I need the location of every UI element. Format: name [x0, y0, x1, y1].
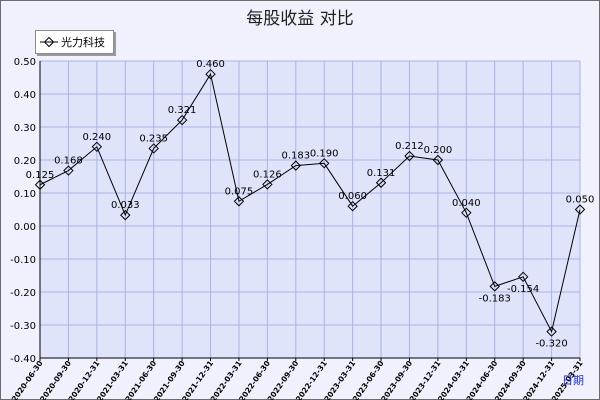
data-point — [517, 271, 529, 283]
data-label: 0.460 — [196, 59, 225, 70]
data-labels: 0.125 0.168 0.240 0.033 0.235 0.321 0.460 0.075… — [26, 59, 595, 349]
data-label: 0.235 — [139, 133, 168, 144]
data-point — [461, 207, 472, 219]
data-point — [34, 179, 46, 190]
data-label: 0.168 — [54, 156, 83, 167]
y-tick-label: -0.10 — [10, 255, 36, 266]
data-point — [176, 114, 188, 126]
y-tick-label: 0.10 — [14, 189, 36, 200]
data-label: 0.212 — [395, 141, 424, 152]
data-label: 0.033 — [111, 200, 140, 211]
x-axis-label: 日期 — [562, 374, 584, 387]
data-point — [148, 143, 159, 154]
y-tick-label: -0.30 — [10, 321, 36, 332]
data-label: 0.075 — [225, 186, 254, 197]
y-tick-label: 0.00 — [14, 222, 36, 233]
data-label: 0.060 — [338, 191, 367, 202]
series — [34, 68, 586, 337]
data-point — [375, 177, 387, 188]
data-point — [205, 68, 216, 80]
chart-title: 每股收益 对比 — [246, 9, 354, 29]
data-point — [120, 209, 131, 221]
data-point — [319, 158, 330, 169]
grid — [39, 60, 581, 359]
data-point — [91, 141, 103, 153]
y-tick-label: -0.20 — [10, 288, 36, 299]
data-label: -0.320 — [535, 339, 567, 350]
y-tick-label: 0.30 — [14, 123, 36, 134]
data-label: 0.126 — [253, 169, 282, 180]
y-tick-label: 0.40 — [14, 90, 36, 101]
data-label: 0.200 — [424, 145, 453, 156]
data-label: 0.050 — [566, 195, 595, 206]
legend-marker-icon — [40, 36, 58, 48]
data-point — [574, 204, 586, 215]
x-tick-label: 2020-06-30 — [10, 359, 45, 400]
legend: 光力科技 — [35, 30, 114, 54]
data-point — [404, 150, 415, 162]
series-line — [39, 72, 581, 334]
data-point — [432, 154, 444, 166]
data-label: -0.154 — [507, 284, 539, 295]
data-label: 0.131 — [367, 168, 396, 179]
data-label: 0.240 — [83, 132, 112, 143]
data-label: 0.321 — [168, 105, 197, 116]
data-label: -0.183 — [479, 293, 511, 304]
data-point — [262, 179, 273, 190]
data-point — [233, 196, 245, 207]
data-point — [546, 326, 557, 337]
data-point — [63, 165, 74, 176]
y-tick-label: 0.20 — [14, 156, 36, 167]
y-tick-label: -0.40 — [10, 354, 36, 365]
data-label: 0.190 — [310, 148, 339, 159]
plot-area — [40, 61, 580, 358]
data-point — [489, 281, 500, 292]
y-tick-label: 0.50 — [14, 57, 36, 68]
data-point — [290, 160, 301, 171]
data-label: 0.040 — [452, 198, 481, 209]
data-point — [347, 200, 358, 212]
legend-label: 光力科技 — [61, 36, 105, 49]
data-label: 0.183 — [281, 151, 310, 162]
data-label: 0.125 — [26, 170, 55, 181]
